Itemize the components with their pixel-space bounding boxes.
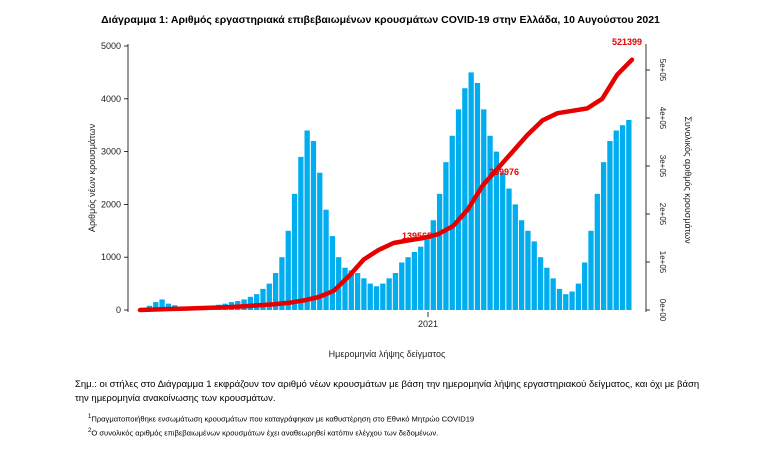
bar <box>556 288 563 310</box>
bar <box>550 278 556 310</box>
bar <box>531 241 537 310</box>
bar <box>462 88 468 311</box>
bar <box>399 262 405 310</box>
annotation-259976: 259976 <box>489 167 519 177</box>
bar <box>329 236 336 310</box>
annotation-139565: 139565 <box>402 231 432 241</box>
bar <box>512 204 518 310</box>
bar <box>247 296 254 310</box>
bar <box>594 193 600 310</box>
bar <box>291 193 298 310</box>
bar <box>468 72 474 311</box>
chart: 0 1000 2000 3000 4000 5000 0e+00 1e+05 2e+05 3e+… <box>87 37 693 359</box>
bar <box>367 283 373 310</box>
y-tick-label: 3000 <box>101 147 121 157</box>
bar <box>323 209 329 310</box>
bar <box>626 119 632 310</box>
bar <box>588 230 594 310</box>
y-tick-label: 4000 <box>101 94 121 104</box>
y2-tick-label: 5e+05 <box>658 59 667 82</box>
bar <box>392 273 399 310</box>
y2-tick-label: 3e+05 <box>658 155 667 178</box>
bar <box>159 299 165 310</box>
bar <box>317 172 323 310</box>
bar <box>619 125 626 310</box>
right-ticks: 0e+00 1e+05 2e+05 3e+05 4e+05 5e+05 <box>646 59 667 322</box>
bar <box>310 141 317 310</box>
bar <box>607 141 613 310</box>
bar <box>455 109 462 310</box>
footnote-2: 2Ο συνολικός αριθμός επιβεβαιωμένων κρου… <box>88 428 439 438</box>
annotation-521399: 521399 <box>612 37 642 47</box>
bar <box>386 278 392 310</box>
y-tick-label: 0 <box>116 305 121 315</box>
bar <box>342 267 348 310</box>
bar <box>525 230 531 310</box>
bar <box>537 257 544 310</box>
bar <box>304 130 310 310</box>
bar <box>569 291 575 310</box>
y-tick-label: 2000 <box>101 199 121 209</box>
bar <box>424 236 430 310</box>
bar <box>380 283 386 310</box>
y-tick-label: 5000 <box>101 41 121 51</box>
bar <box>411 251 418 310</box>
bar <box>443 162 449 310</box>
y2-tick-label: 2e+05 <box>658 203 667 226</box>
y-axis-label: Αριθμός νέων κρουσμάτων <box>87 123 97 232</box>
bar <box>373 286 380 310</box>
footnote-1: 1Πραγματοποιήθηκε ενσωμάτωση κρουσμάτων … <box>88 414 475 424</box>
bar <box>544 267 550 310</box>
y2-tick-label: 4e+05 <box>658 107 667 130</box>
y2-axis-label: Συνολικός αριθμός κρουσμάτων <box>683 116 693 244</box>
bar <box>279 257 285 310</box>
x-tick-label: 2021 <box>418 319 438 329</box>
bar <box>298 156 304 310</box>
bar <box>506 188 512 310</box>
bar <box>449 135 455 310</box>
bar <box>436 193 443 310</box>
bar <box>354 273 361 310</box>
cumulative-line <box>137 57 635 313</box>
bar <box>285 230 291 310</box>
bar <box>481 109 487 310</box>
bar <box>575 283 582 310</box>
bar <box>430 220 436 310</box>
chart-title: Διάγραμμα 1: Αριθμός εργαστηριακά επιβεβ… <box>101 14 660 26</box>
x-axis-label: Ημερομηνία λήψης δείγματος <box>329 349 446 359</box>
bar <box>418 246 424 310</box>
bar <box>348 270 354 310</box>
bar <box>272 273 279 310</box>
bar <box>260 288 266 310</box>
left-ticks: 0 1000 2000 3000 4000 5000 <box>101 41 128 315</box>
bar <box>500 172 506 310</box>
bar <box>613 130 619 310</box>
bar <box>487 135 493 310</box>
bar <box>405 257 411 310</box>
y-tick-label: 1000 <box>101 252 121 262</box>
y2-tick-label: 1e+05 <box>658 251 667 274</box>
bar <box>254 294 260 310</box>
bar <box>518 220 525 310</box>
bar <box>563 294 569 310</box>
bar <box>600 162 607 310</box>
bars <box>140 72 632 311</box>
note-text: Σημ.: οι στήλες στο Διάγραμμα 1 εκφράζου… <box>75 379 700 404</box>
bar <box>361 278 367 310</box>
y2-tick-label: 0e+00 <box>658 299 667 322</box>
bar <box>266 283 272 310</box>
bar <box>153 302 159 310</box>
bar <box>582 262 588 310</box>
bar <box>493 151 500 310</box>
